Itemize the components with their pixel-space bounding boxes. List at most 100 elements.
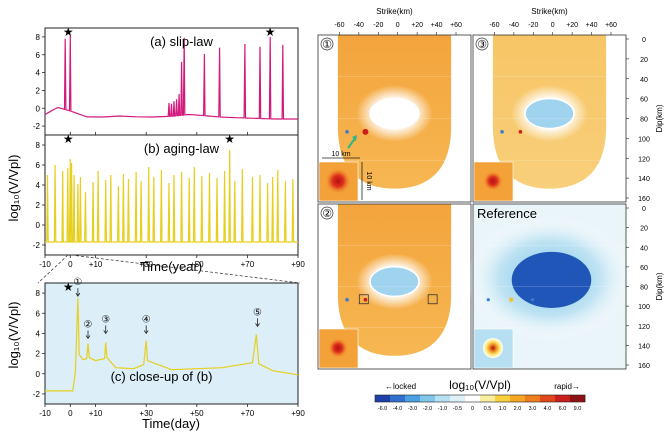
dip-axis-title: Dip(km) (655, 272, 664, 300)
colorbar-swatch (420, 395, 436, 402)
strike-tick-label: -40 (509, 22, 519, 29)
scale-bar-h-label: 10 km (331, 151, 350, 158)
y-tick-label: 4 (36, 69, 41, 78)
y-tick-label: 6 (36, 309, 41, 318)
event-number-label: ③ (101, 314, 110, 325)
dip-tick-label: 140 (638, 343, 650, 350)
event-number-label: ② (84, 319, 93, 330)
colorbar-tick-label: 2.0 (514, 406, 522, 412)
small-asperity (486, 298, 490, 302)
strike-tick-label: -40 (354, 22, 364, 29)
dip-tick-label: 40 (640, 77, 648, 84)
y-tick-label: 0 (36, 370, 41, 379)
panel-frame (44, 282, 299, 405)
colorbar-tick-label: 6.0 (559, 406, 567, 412)
y-tick-label: 2 (36, 86, 41, 95)
locked-patch (524, 97, 575, 130)
event-star-marker: ★ (224, 132, 235, 146)
focus-box (427, 294, 438, 305)
dip-tick-label: 120 (638, 324, 650, 331)
colorbar-swatch (405, 395, 421, 402)
colorbar-swatch (510, 395, 526, 402)
dip-tick-label: 80 (640, 117, 648, 124)
x-tick-label: 0 (68, 260, 73, 269)
small-asperity (531, 298, 535, 302)
dip-tick-label: 80 (640, 285, 648, 292)
panel-title: (a) slip-law (150, 34, 213, 49)
strike-tick-label: +20 (411, 22, 423, 29)
event-star-marker: ★ (63, 25, 74, 39)
zoom-line-left (37, 254, 69, 284)
colorbar-tick-label: -1.0 (438, 406, 447, 412)
heatmap-panel-1: ① (317, 34, 472, 203)
colorbar-tick-label: 1.0 (499, 406, 507, 412)
colorbar-swatch (375, 395, 391, 402)
y-tick-label: -2 (33, 390, 41, 399)
panel-label: Reference (477, 206, 537, 221)
event-number-label: ④ (142, 314, 151, 325)
strike-tick-label: +20 (566, 22, 578, 29)
strike-axis-title: Strike(km) (531, 7, 568, 16)
dip-tick-label: 160 (638, 363, 650, 370)
colorbar-right-label: rapid→ (554, 382, 580, 391)
y-tick-label: -2 (33, 241, 41, 250)
dip-tick-label: 0 (642, 37, 646, 44)
strike-tick-label: +60 (605, 22, 617, 29)
line-panel-3: -2 0 2 4 6 8 -10 0 +10 +30 +50 +70 +90 (c) close-up o… (33, 277, 305, 418)
scale-bar: 10 km 10 km (322, 135, 372, 200)
colorbar-tick-label: -3.0 (408, 406, 417, 412)
scale-bar-v-label: 10 km (365, 171, 372, 190)
colorbar-swatch (390, 395, 406, 402)
x-tick-label: +30 (139, 409, 153, 418)
panel-frame (317, 34, 472, 203)
y-tick-label: 6 (36, 51, 41, 60)
event-arrow-head (255, 323, 260, 328)
x-tick-label: +90 (291, 260, 305, 269)
colorbar: -6.0 -4.0 -3.0 -2.0 -1.0 -0.5 0 0.5 1.0 2.0 3.0 4.0… (374, 378, 586, 412)
panel-label-circle (320, 206, 334, 220)
reference-locked-patch (511, 251, 592, 308)
strike-axis: Strike(km) -60 -40 -20 0 +20 +40 +60 (489, 7, 617, 35)
colorbar-title: log₁₀(V/Vpl) (449, 378, 511, 392)
y-tick-label: 0 (36, 104, 41, 113)
dip-axis-title: Dip(km) (655, 104, 664, 132)
colorbar-swatch (540, 395, 556, 402)
y-tick-label: 8 (36, 289, 41, 298)
heatmap-panel-2: ③ (472, 34, 627, 203)
dip-tick-label: 120 (638, 156, 650, 163)
colorbar-tick-label: -2.0 (423, 406, 432, 412)
dip-tick-label: 100 (638, 136, 650, 143)
dip-tick-label: 60 (640, 97, 648, 104)
series-line (45, 149, 298, 243)
panel-title: (b) aging-law (144, 141, 220, 156)
panel-title: (c) close-up of (b) (111, 369, 213, 384)
zoom-line-right (70, 254, 301, 284)
strike-tick-label: +40 (431, 22, 443, 29)
inset-rupture-spot (325, 168, 351, 194)
heatmap-panels: ① ③ ② Reference 10 km 10 km Strike(km) -60 -40 -2… (317, 7, 664, 370)
inset-rupture-spot (328, 338, 348, 358)
focus-box (358, 294, 369, 305)
colorbar-tick-label: -4.0 (393, 406, 402, 412)
colorbar-tick-label: 0.5 (484, 406, 492, 412)
dip-tick-label: 140 (638, 176, 650, 183)
colorbar-tick-label: -0.5 (453, 406, 462, 412)
y-axis-label-ab: log₁₀(V/Vpl) (6, 155, 21, 222)
event-star-marker: ★ (265, 25, 276, 39)
colorbar-swatch (555, 395, 571, 402)
y-axis-label-c: log₁₀(V/Vpl) (6, 302, 21, 369)
x-tick-label: +90 (291, 409, 305, 418)
panel-label: ② (322, 208, 332, 220)
event-arrow-head (103, 330, 109, 335)
y-tick-label: 0 (36, 221, 41, 230)
locked-patch (369, 97, 420, 130)
dip-axis: 0 20 40 60 80 100 120 140 160 Dip(km) (626, 37, 664, 203)
time-series-panels: -2 0 2 4 6 8 (a) slip-law ★ ★ -2 0 2 4 6 8 -10 0 +10 +30 +5… (33, 25, 305, 418)
event-number-label: ① (73, 277, 82, 288)
colorbar-tick-label: -6.0 (378, 406, 387, 412)
x-tick-label: 0 (68, 409, 73, 418)
colorbar-frame (374, 394, 586, 403)
dip-tick-label: 40 (640, 245, 648, 252)
event-number-label: ⑤ (253, 307, 262, 318)
